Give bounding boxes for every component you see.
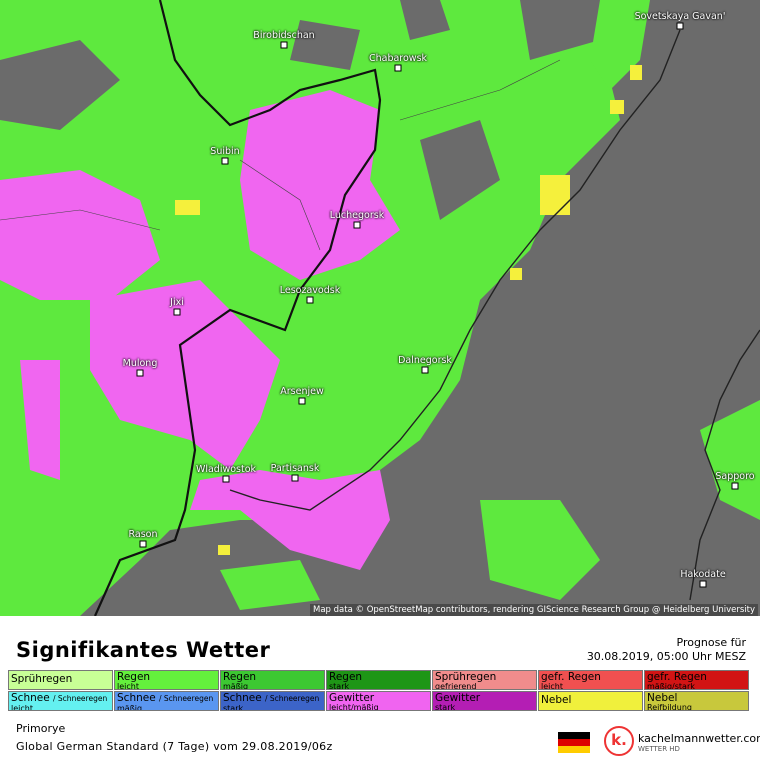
legend-main: Nebel [647,692,678,704]
legend-item: Schnee / Schneeregen leicht [8,691,113,711]
city-marker [139,540,147,548]
city-label: Suibin [210,146,240,157]
legend-sub: mäßig [117,704,143,711]
city-label: Luchegorsk [329,210,385,221]
flag [558,732,590,753]
city-label: Lesozavodsk [279,285,341,296]
city-label: Dalnegorsk [398,355,452,366]
legend-main: Gewitter [435,692,481,704]
city-marker [731,482,739,490]
legend-extra: / Schneeregen [53,694,108,703]
city-label: Hakodate [680,569,726,580]
model-info: Global German Standard (7 Tage) vom 29.0… [16,740,333,753]
city-label: Birobidschan [253,30,315,41]
legend-extra: / Schneeregen [159,694,214,703]
city-marker [291,474,299,482]
city-marker [280,41,288,49]
legend-main: Schnee [11,692,50,704]
legend-main: gefr. Regen [647,671,707,683]
legend-sub: Reifbildung [647,703,692,711]
legend-item: gefr. Regen mäßig/stark [644,670,749,690]
legend-item: Schnee / Schneeregen mäßig [114,691,219,711]
city-marker [421,366,429,374]
legend-item: Nebel Reifbildung [644,691,749,711]
legend-sub: leicht [11,704,33,711]
city-marker [222,475,230,483]
city-marker [699,580,707,588]
legend-main: gefr. Regen [541,671,601,683]
legend-main: Schnee [223,692,262,704]
city-label: Sovetskaya Gavan' [634,11,726,22]
legend-sub: leicht [117,682,139,690]
forecast-time: 30.08.2019, 05:00 Uhr MESZ [586,650,746,663]
city-label: Partisansk [270,463,320,474]
legend-main: Sprühregen [11,673,73,685]
legend-item: Nebel [538,691,643,711]
city-label: Mulong [122,358,158,369]
city-marker [298,397,306,405]
city-marker [676,22,684,30]
forecast-label: Prognose für [676,636,747,649]
site-name: kachelmannwetter.com [638,732,760,745]
city-marker [306,296,314,304]
city-label: Jixi [170,297,184,308]
legend-item: Gewitter leicht/mäßig [326,691,431,711]
legend-sub: mäßig/stark [647,682,695,690]
legend-main: Regen [223,671,257,683]
legend-item: Gewitter stark [432,691,537,711]
legend-main: Sprühregen [435,671,497,683]
city-marker [353,221,361,229]
legend-extra: / Schneeregen [265,694,320,703]
legend-sub: stark [329,682,350,690]
legend-item: Sprühregen [8,670,113,690]
city-label: Chabarowsk [368,53,428,64]
legend-item: Regen stark [326,670,431,690]
legend-sub: gefrierend [435,682,477,690]
city-label: Arsenjew [280,386,324,397]
legend-main: Schnee [117,692,156,704]
legend-item: Schnee / Schneeregen stark [220,691,325,711]
city-marker [394,64,402,72]
city-label: Sapporo [715,471,755,482]
title: Signifikantes Wetter [16,638,271,662]
legend-sub: mäßig [223,682,249,690]
legend-sub: leicht/mäßig [329,703,379,711]
legend-item: gefr. Regen leicht [538,670,643,690]
legend-main: Regen [117,671,151,683]
attribution: Map data © OpenStreetMap contributors, r… [310,604,758,616]
map: Sovetskaya Gavan' Birobidschan Chabarowsk S… [0,0,760,616]
city-marker [173,308,181,316]
map-base [0,0,760,616]
city-label: Rason [128,529,158,540]
legend-item: Regen leicht [114,670,219,690]
legend-main: Nebel [541,694,572,706]
legend-item: Sprühregen gefrierend [432,670,537,690]
legend-item: Regen mäßig [220,670,325,690]
legend-sub: leicht [541,682,563,690]
city-marker [136,369,144,377]
region: Primorye [16,722,66,735]
legend-main: Regen [329,671,363,683]
site-sub: WETTER HD [638,745,680,753]
city-marker [221,157,229,165]
legend-sub: stark [223,704,244,711]
legend-sub: stark [435,703,456,711]
logo: k. [604,726,634,756]
city-label: Wladiwostok [195,464,257,475]
legend-main: Gewitter [329,692,375,704]
